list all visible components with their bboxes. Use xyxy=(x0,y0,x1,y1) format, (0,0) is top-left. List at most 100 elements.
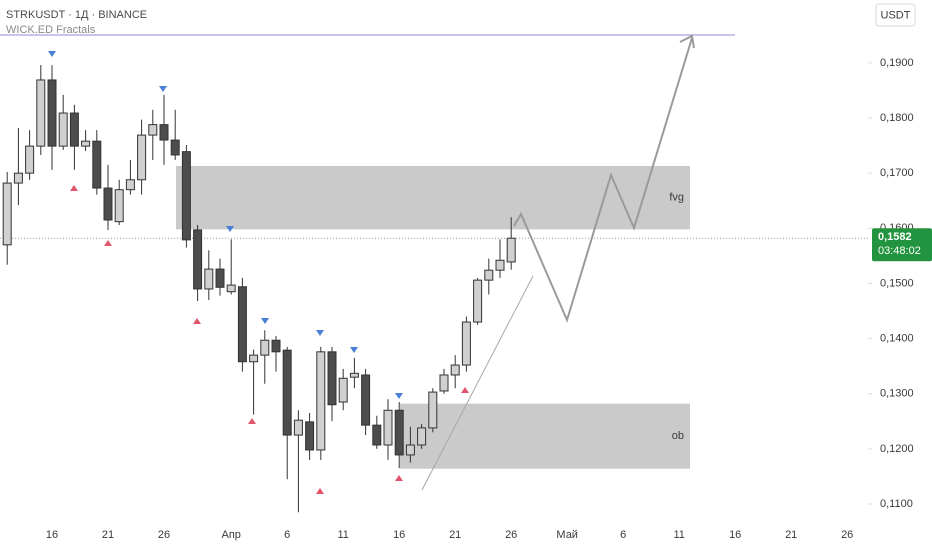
x-tick-label: 16 xyxy=(729,529,741,541)
axis-ticks: 0,11000,12000,13000,14000,15000,16000,17… xyxy=(0,57,932,541)
candle-body xyxy=(305,421,315,451)
candle-body xyxy=(316,351,326,451)
y-tick-label: 0,1300 xyxy=(880,388,914,400)
fractal-marker xyxy=(226,226,234,232)
currency-label[interactable]: USDT xyxy=(881,9,911,21)
candle-body xyxy=(204,268,214,290)
y-tick-label: 0,1700 xyxy=(880,167,914,179)
candle-body xyxy=(271,339,281,353)
currency-box[interactable] xyxy=(875,3,916,27)
candle-body xyxy=(137,134,147,181)
candle-body xyxy=(450,364,460,376)
candle-body xyxy=(383,409,393,446)
candle-body xyxy=(181,151,191,241)
x-tick-label: 26 xyxy=(158,529,170,541)
x-tick-label: 6 xyxy=(284,529,290,541)
fractal-marker xyxy=(395,393,403,399)
candle-body xyxy=(81,140,91,147)
candle-body xyxy=(338,377,348,403)
candle-body xyxy=(226,284,236,293)
candle-body xyxy=(372,424,382,446)
candles xyxy=(2,65,516,513)
fractal-marker xyxy=(193,318,201,324)
projection-path xyxy=(513,37,693,323)
x-tick-label: 26 xyxy=(505,529,517,541)
zone-label: fvg xyxy=(669,192,684,204)
candle-body xyxy=(394,409,404,456)
fractal-marker xyxy=(261,318,269,324)
indicator-name: WICK.ED Fractals xyxy=(6,24,96,36)
candle-body xyxy=(47,79,57,147)
x-tick-label: Апр xyxy=(221,529,240,541)
fractals-high xyxy=(48,51,403,399)
candle-body xyxy=(2,182,12,246)
fractal-marker xyxy=(316,488,324,494)
fractal-marker xyxy=(350,347,358,353)
candle-body xyxy=(159,124,169,141)
candle-body xyxy=(36,79,46,147)
candle-body xyxy=(25,145,35,174)
x-tick-label: 16 xyxy=(393,529,405,541)
x-tick-label: 21 xyxy=(449,529,461,541)
x-tick-label: 16 xyxy=(46,529,58,541)
x-tick-label: Май xyxy=(556,529,578,541)
candle-body xyxy=(293,419,303,436)
candle-body xyxy=(92,140,102,189)
x-tick-label: 21 xyxy=(785,529,797,541)
candle-body xyxy=(114,189,124,223)
fractal-marker xyxy=(104,240,112,246)
candle-body xyxy=(361,374,371,426)
y-tick-label: 0,1500 xyxy=(880,277,914,289)
candle-body xyxy=(170,139,180,156)
candle-body xyxy=(58,112,68,147)
candle-body xyxy=(249,354,259,363)
candle-body xyxy=(417,427,427,446)
y-tick-label: 0,1100 xyxy=(880,498,913,510)
candle-body xyxy=(506,237,516,263)
candle-body xyxy=(484,269,494,281)
candle-body xyxy=(349,372,359,378)
price-tag xyxy=(872,228,932,262)
fractal-marker xyxy=(248,418,256,424)
y-tick-label: 0,1800 xyxy=(880,112,914,124)
zone-label: ob xyxy=(672,430,684,442)
fractal-marker xyxy=(48,51,56,57)
candle-body xyxy=(428,391,438,429)
x-tick-label: 6 xyxy=(620,529,626,541)
price-tag-label: 0,1582 xyxy=(878,231,912,243)
countdown-label: 03:48:02 xyxy=(878,245,921,257)
candle-body xyxy=(215,268,225,288)
candle-body xyxy=(125,179,135,191)
candle-body xyxy=(193,229,203,290)
candle-body xyxy=(103,187,113,221)
y-tick-label: 0,1900 xyxy=(880,57,914,69)
fractal-marker xyxy=(395,475,403,481)
fractal-marker xyxy=(159,86,167,92)
candle-body xyxy=(260,339,270,356)
x-tick-label: 26 xyxy=(841,529,853,541)
zone-box xyxy=(400,403,690,469)
fractal-marker xyxy=(316,330,324,336)
candle-body xyxy=(461,321,471,366)
candle-body xyxy=(13,172,23,184)
candle-body xyxy=(439,374,449,392)
x-tick-label: 11 xyxy=(673,529,684,541)
candle-body xyxy=(282,349,292,436)
candle-body xyxy=(327,351,337,406)
candle-body xyxy=(237,286,247,363)
fractal-marker xyxy=(461,387,469,393)
candle-body xyxy=(148,124,158,136)
y-tick-label: 0,1200 xyxy=(880,443,914,455)
candle-body xyxy=(473,279,483,323)
x-tick-label: 11 xyxy=(337,529,348,541)
zone-box xyxy=(176,165,690,230)
chart-title: STRKUSDT · 1Д · BINANCE xyxy=(6,9,147,21)
candle-body xyxy=(495,259,505,271)
y-tick-label: 0,1400 xyxy=(880,332,914,344)
projection-arrow xyxy=(679,34,695,49)
x-tick-label: 21 xyxy=(102,529,114,541)
candle-body xyxy=(405,444,415,456)
fractals-low xyxy=(70,185,469,494)
candle-body xyxy=(69,112,79,147)
